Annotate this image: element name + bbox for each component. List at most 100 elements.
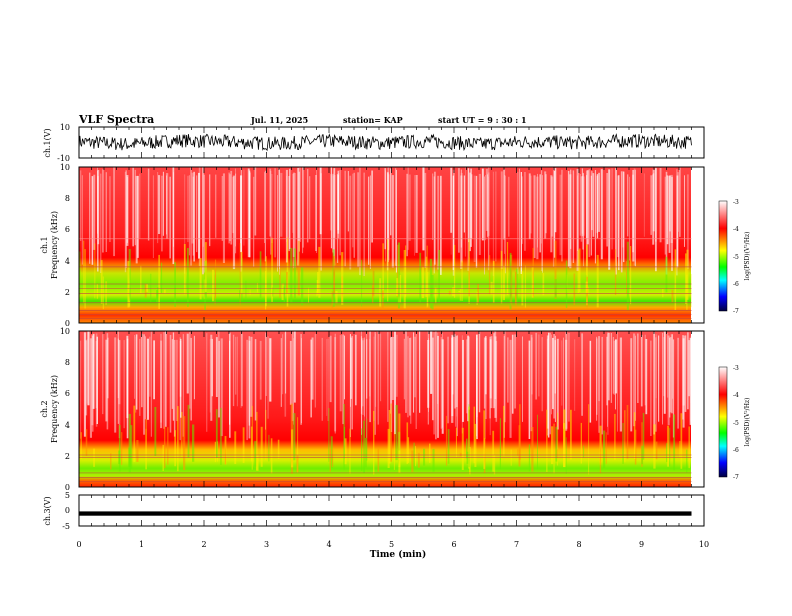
spectrogram-burst [100, 260, 103, 304]
spectrogram-streak [687, 332, 689, 410]
spectrogram-streak [292, 173, 294, 233]
spectrogram-streak [292, 172, 295, 257]
spectrogram-streak [270, 170, 272, 255]
spectrogram-streak [334, 333, 336, 434]
spectrogram-streak [668, 175, 671, 253]
spectrogram-streak [422, 167, 425, 251]
spectrogram-burst [344, 438, 347, 465]
ch1-spectrogram-streaks [79, 167, 693, 311]
spectrogram-burst [466, 438, 468, 459]
spectrogram-streak [209, 174, 211, 247]
spectrogram-burst [453, 244, 456, 298]
spectrogram-streak [484, 340, 486, 439]
spectrogram-burst [580, 422, 582, 464]
spectrogram-streak [494, 336, 497, 418]
spectrogram-burst [490, 281, 493, 295]
time-axis-label: Time (min) [370, 549, 427, 560]
spectrogram-streak [371, 170, 373, 243]
spectrogram-burst [546, 409, 548, 472]
spectrogram-burst [271, 237, 273, 302]
spectrogram-burst [329, 448, 331, 472]
ch2-colorbar-label: log(PSD)(V²/Hz) [744, 398, 751, 447]
spectrogram-burst [429, 443, 431, 463]
spectrogram-streak [165, 331, 167, 427]
spectrogram-streak [193, 335, 195, 400]
spectrogram-burst [174, 262, 176, 307]
spectrogram-burst [688, 426, 690, 469]
time-tick-label: 5 [389, 540, 394, 549]
spectrogram-burst [671, 289, 674, 303]
spectrogram-streak [97, 170, 98, 234]
spectrogram-burst [502, 265, 505, 301]
spectrogram-streak [362, 338, 364, 415]
spectrogram-burst [447, 429, 450, 464]
spectrogram-burst [121, 432, 123, 465]
spectrogram-streak [357, 172, 360, 268]
spectrogram-streak [106, 333, 109, 430]
spectrogram-streak [366, 339, 368, 399]
spectrogram-burst [290, 247, 293, 304]
ch2-spectrogram-streaks [80, 331, 693, 475]
spectrogram-streak [533, 175, 536, 259]
spectrogram-streak [650, 175, 652, 235]
spectrogram-streak [83, 332, 86, 437]
spectrogram-streak [677, 172, 679, 232]
figure-title: VLF Spectra [78, 113, 154, 126]
spectrogram-burst [476, 291, 478, 306]
spectrogram-streak [184, 174, 186, 274]
spectrogram-streak [218, 340, 220, 418]
spectrogram-streak [500, 171, 503, 269]
spectrogram-streak [282, 334, 284, 395]
spectrogram-streak [407, 336, 409, 418]
spectrogram-burst [183, 244, 186, 295]
spectrogram-streak [240, 175, 243, 253]
spectrogram-streak [264, 172, 265, 243]
spectrogram-burst [570, 409, 572, 460]
spectrogram-burst [431, 275, 434, 310]
spectrogram-streak [655, 168, 657, 242]
figure-header: VLF Spectra Jul. 11, 2025 station= KAP s… [78, 113, 527, 126]
spectrogram-burst [605, 432, 607, 464]
spectrogram-streak [617, 175, 619, 258]
spectrogram-streak [85, 340, 88, 416]
spectrogram-burst [214, 274, 216, 305]
spectrogram-burst [626, 261, 627, 294]
spectrogram-burst [167, 427, 169, 465]
ch2-spec-ytick-10: 10 [60, 327, 70, 336]
spectrogram-streak [387, 172, 389, 263]
spectrogram-streak [284, 332, 287, 417]
spectrogram-burst [265, 256, 267, 307]
spectrogram-burst [224, 439, 227, 465]
spectrogram-streak [679, 167, 681, 237]
spectrogram-streak [152, 175, 154, 258]
spectrogram-burst [144, 283, 147, 298]
spectrogram-streak [596, 174, 599, 239]
spectrogram-streak [460, 169, 462, 248]
spectrogram-streak [492, 171, 494, 277]
spectrogram-streak [633, 168, 636, 266]
spectrogram-streak [176, 339, 178, 421]
spectrogram-streak [293, 338, 294, 425]
spectrogram-burst [492, 430, 495, 472]
ch1-waveform-ylabel: ch.1(V) [43, 128, 52, 157]
spectrogram-streak [79, 170, 82, 241]
spectrogram-burst [626, 405, 629, 459]
spectrogram-streak [157, 172, 159, 244]
spectrogram-burst [301, 267, 304, 306]
spectrogram-streak [228, 172, 230, 244]
spectrogram-burst [146, 284, 149, 292]
spectrogram-burst [459, 452, 462, 457]
spectrogram-streak [451, 337, 454, 423]
spectrogram-burst [434, 287, 437, 304]
spectrogram-burst [297, 240, 300, 296]
spectrogram-streak [645, 339, 648, 415]
spectrogram-streak [464, 167, 466, 257]
spectrogram-streak [271, 174, 273, 243]
spectrogram-burst [680, 413, 683, 469]
spectrogram-streak [580, 176, 583, 242]
spectrogram-streak [511, 334, 514, 414]
spectrogram-streak [463, 175, 465, 233]
spectrogram-burst [393, 431, 395, 470]
spectrogram-streak [430, 331, 433, 394]
spectrogram-burst [411, 450, 414, 472]
